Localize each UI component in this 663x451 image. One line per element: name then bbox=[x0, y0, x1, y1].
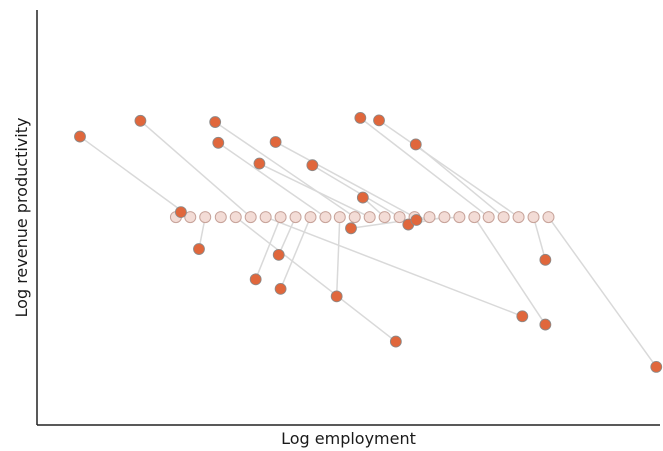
connector-line bbox=[139, 120, 252, 218]
counterfactual-point bbox=[512, 211, 525, 224]
connector-line bbox=[235, 216, 397, 343]
observed-point bbox=[516, 310, 529, 323]
counterfactual-point bbox=[348, 211, 361, 224]
observed-point bbox=[272, 248, 285, 261]
observed-point bbox=[209, 116, 222, 128]
observed-point bbox=[539, 253, 552, 266]
connector-line bbox=[547, 216, 657, 368]
counterfactual-point bbox=[453, 211, 466, 224]
observed-point bbox=[373, 114, 385, 127]
connector-line bbox=[532, 216, 547, 261]
observed-points bbox=[74, 112, 663, 373]
connector-line bbox=[415, 143, 505, 218]
connector-line bbox=[416, 216, 460, 221]
observed-point bbox=[356, 191, 369, 204]
connector-line bbox=[279, 216, 312, 290]
counterfactual-point bbox=[393, 211, 406, 224]
observed-point bbox=[539, 318, 552, 331]
counterfactual-point bbox=[497, 211, 510, 224]
counterfactual-point bbox=[438, 211, 451, 224]
connector-line bbox=[265, 216, 523, 317]
observed-point bbox=[345, 222, 357, 235]
observed-point bbox=[330, 290, 343, 303]
counterfactual-point bbox=[229, 211, 242, 224]
y-axis-label: Log revenue productivity bbox=[12, 118, 31, 318]
counterfactual-point bbox=[184, 211, 197, 224]
counterfactual-point bbox=[482, 211, 495, 224]
counterfactual-point bbox=[527, 211, 540, 224]
counterfactual-point bbox=[333, 211, 346, 224]
connector-line bbox=[278, 216, 297, 256]
observed-point bbox=[253, 157, 266, 170]
observed-point bbox=[409, 138, 422, 151]
observed-point bbox=[269, 136, 282, 148]
connector-line bbox=[79, 135, 191, 218]
counterfactual-point bbox=[319, 211, 332, 224]
connector-line bbox=[473, 216, 546, 325]
counterfactual-point bbox=[244, 211, 257, 224]
counterfactual-point bbox=[259, 211, 272, 224]
connector-line bbox=[214, 121, 356, 218]
observed-point bbox=[212, 136, 225, 149]
x-axis-label: Log employment bbox=[281, 429, 416, 448]
connector-line bbox=[217, 142, 326, 218]
observed-point bbox=[193, 243, 205, 255]
connector-line bbox=[335, 217, 341, 297]
counterfactual-point bbox=[214, 211, 227, 224]
observed-point bbox=[249, 273, 262, 286]
observed-point bbox=[650, 360, 663, 373]
connector-line bbox=[259, 162, 371, 218]
connector-line bbox=[359, 117, 490, 218]
counterfactual-point bbox=[468, 211, 481, 224]
connector-line bbox=[378, 119, 520, 218]
connector-line bbox=[254, 216, 282, 280]
observed-point bbox=[274, 282, 287, 295]
counterfactual-point bbox=[199, 211, 212, 224]
connector-line bbox=[275, 141, 415, 218]
counterfactual-point bbox=[423, 211, 436, 224]
counterfactual-point bbox=[378, 211, 391, 224]
counterfactual-points bbox=[169, 211, 555, 224]
connector-line bbox=[311, 164, 400, 218]
counterfactual-point bbox=[274, 211, 287, 224]
observed-point bbox=[389, 335, 402, 348]
observed-point bbox=[410, 214, 423, 226]
observed-point bbox=[134, 114, 147, 127]
observed-point bbox=[306, 159, 319, 172]
counterfactual-point bbox=[363, 211, 376, 224]
counterfactual-point bbox=[304, 211, 317, 224]
observed-point bbox=[354, 112, 367, 124]
counterfactual-point bbox=[542, 211, 555, 224]
connector-lines bbox=[79, 117, 657, 368]
counterfactual-point bbox=[289, 211, 302, 224]
observed-point bbox=[175, 206, 187, 219]
observed-point bbox=[74, 130, 86, 143]
